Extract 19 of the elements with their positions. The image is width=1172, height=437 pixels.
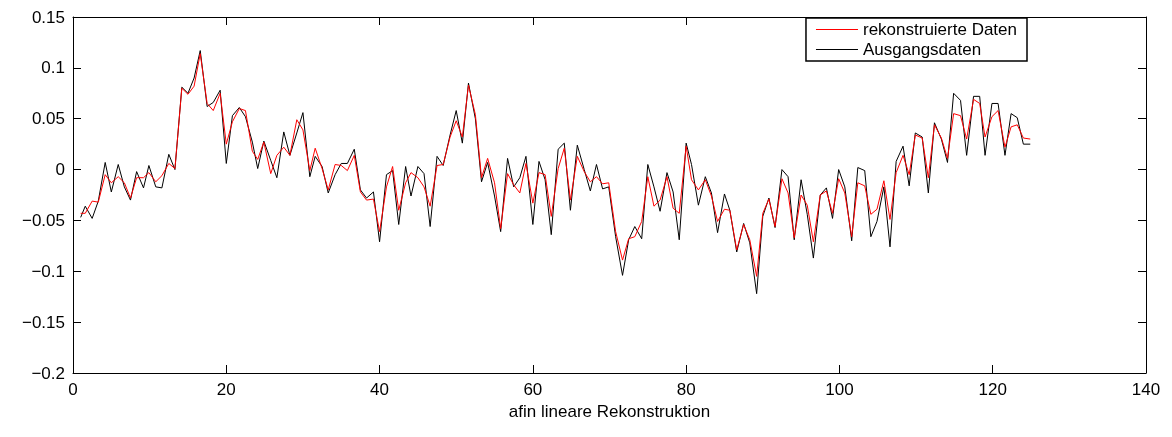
- x-tick-label: 60: [523, 380, 543, 399]
- x-axis-title: afin lineare Rekonstruktion: [508, 402, 711, 421]
- x-tick-label: 0: [68, 380, 78, 399]
- x-tick-label: 80: [676, 380, 696, 399]
- y-tick-label: 0.15: [31, 7, 65, 27]
- y-tick-label: 0.1: [41, 58, 65, 78]
- y-tick-label: −0.15: [21, 312, 65, 332]
- x-tick-label: 100: [825, 380, 854, 399]
- x-tick-label: 20: [216, 380, 236, 399]
- x-tick-label: 120: [978, 380, 1007, 399]
- x-tick-label: 140: [1131, 380, 1161, 399]
- y-tick-label: 0: [55, 160, 65, 180]
- x-tick-label: 40: [370, 380, 390, 399]
- legend-label: rekonstruierte Daten: [862, 20, 1018, 39]
- y-tick-label: −0.2: [31, 363, 65, 383]
- y-tick-label: −0.1: [31, 261, 65, 281]
- y-tick-label: 0.05: [31, 109, 65, 129]
- y-tick-label: −0.05: [21, 210, 65, 230]
- legend-label: Ausgangsdaten: [862, 40, 982, 59]
